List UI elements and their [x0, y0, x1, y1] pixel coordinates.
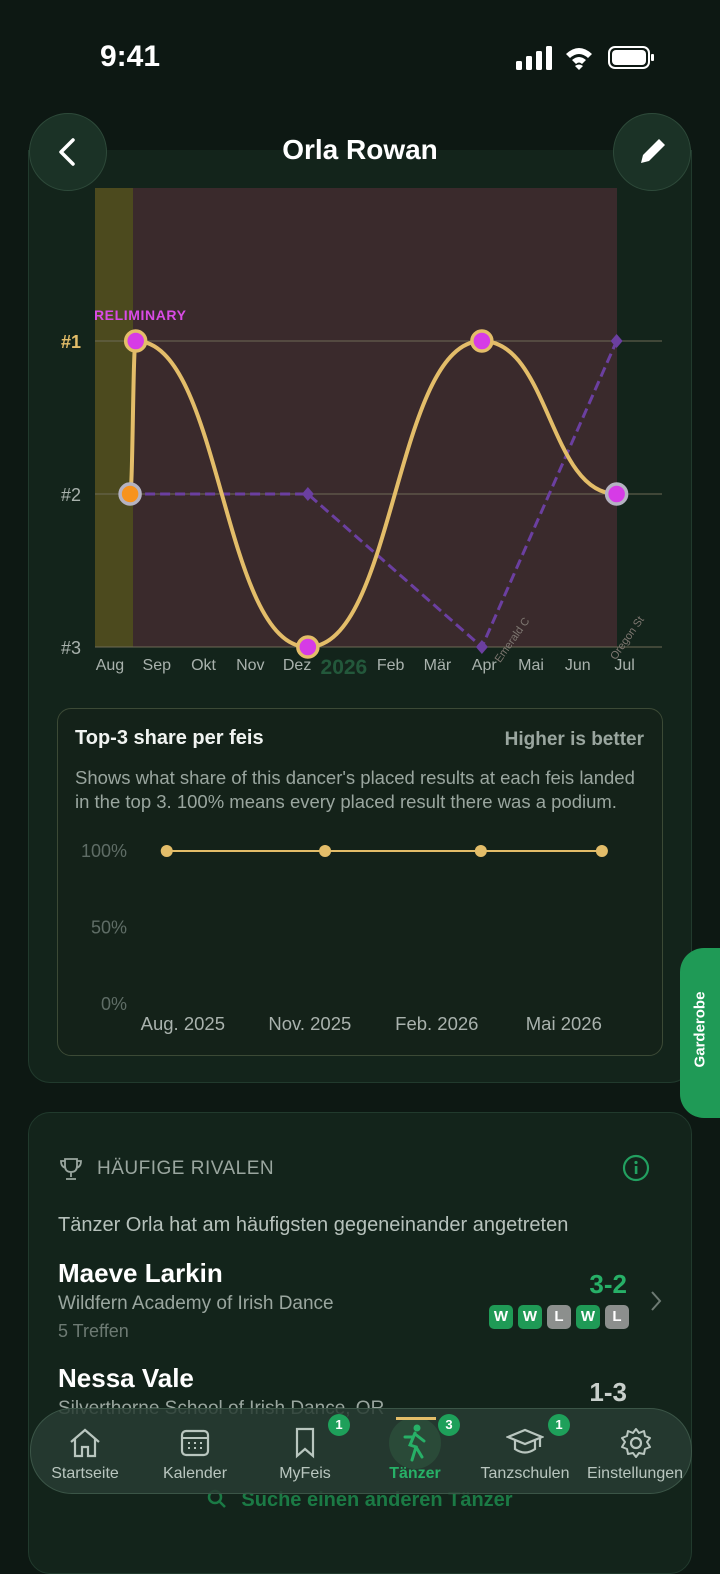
tab-label: Tänzer	[389, 1465, 441, 1482]
chevron	[651, 1291, 662, 1311]
preliminary-zone	[95, 188, 133, 647]
x-tick-label: Dez	[283, 657, 311, 674]
tab[interactable]: Startseite	[30, 1409, 140, 1493]
result-chip: L	[547, 1305, 571, 1329]
tab-icon	[506, 1428, 544, 1454]
status-icons	[516, 46, 654, 70]
rival-name[interactable]: Maeve Larkin	[58, 1258, 223, 1288]
series-point	[475, 640, 488, 654]
x-tick-label: Feb	[377, 657, 405, 674]
tab-badge: 3	[438, 1414, 460, 1436]
series-point	[470, 329, 494, 353]
rival-school: Wildfern Academy of Irish Dance	[58, 1293, 334, 1314]
y-tick-label: 50%	[91, 918, 127, 938]
rivals-title: HÄUFIGE RIVALEN	[97, 1158, 275, 1179]
header-title: Orla Rowan	[282, 134, 438, 165]
x-tick-label: Jul	[614, 657, 634, 674]
x-tick-label: Mär	[424, 657, 452, 674]
tab[interactable]: Einstellungen	[580, 1409, 690, 1493]
plot-area	[95, 188, 617, 647]
tab-icon	[295, 1427, 315, 1459]
series-line	[130, 340, 618, 650]
x-tick-label: Aug	[96, 657, 124, 674]
info-icon[interactable]	[621, 1153, 651, 1183]
tab-active-bar	[396, 1417, 436, 1420]
y-tick-label: #1	[61, 332, 81, 352]
result-chip: W	[576, 1305, 600, 1329]
back-button[interactable]	[29, 113, 107, 191]
edit-button[interactable]	[613, 113, 691, 191]
plot-clip: PRELIMINARY	[84, 307, 187, 323]
tab[interactable]: 1 MyFeis	[250, 1409, 360, 1493]
tab[interactable]: 3 Tänzer	[360, 1409, 470, 1493]
series-point	[319, 845, 332, 857]
series-point	[118, 482, 142, 506]
tab-label: Startseite	[51, 1465, 119, 1482]
card-description: Shows what share of this dancer's placed…	[75, 767, 635, 812]
tab-bar: Startseite Kalender 1 MyFeis 3 Tänzer 1 …	[30, 1408, 692, 1494]
edit-icon	[641, 139, 665, 163]
x-tick-label: Okt	[191, 657, 216, 674]
preliminary-label: PRELIMINARY	[84, 307, 187, 323]
side-tab-label: Garderobe	[691, 991, 709, 1068]
y-tick-label: #3	[61, 638, 81, 658]
rival-record: 1-3	[589, 1377, 627, 1407]
x-tick-label: Mai	[518, 657, 544, 674]
tab-label: Kalender	[162, 1465, 228, 1482]
series-point	[474, 845, 487, 857]
y-tick-label: 100%	[81, 841, 127, 861]
x-tick-label: Apr	[472, 657, 498, 674]
x-tick-label: Feb. 2026	[395, 1013, 478, 1034]
series-point	[595, 845, 608, 857]
tab-badge: 1	[328, 1414, 350, 1436]
series-point	[301, 487, 314, 501]
search-rival[interactable]: Suche einen anderen Tänzer	[29, 1489, 691, 1512]
rivals-subtitle: Tänzer Orla hat am häufigsten gegeneinan…	[58, 1214, 569, 1236]
tab-icon	[621, 1428, 651, 1458]
x-tick-label: Sep	[143, 657, 172, 674]
series-point	[123, 329, 148, 353]
tab-icon	[70, 1428, 100, 1458]
rival-meetings: 5 Treffen	[58, 1321, 129, 1341]
y-tick-label: #2	[61, 485, 81, 505]
series-point	[604, 482, 629, 506]
result-chip: W	[489, 1305, 513, 1329]
card-title: Top-3 share per feis	[75, 727, 264, 749]
tab-label: MyFeis	[279, 1465, 331, 1482]
tab-icon	[180, 1429, 210, 1457]
x-tick-label: Nov	[236, 657, 264, 674]
series-point	[610, 334, 623, 348]
x-tick-label: Aug. 2025	[141, 1013, 225, 1034]
year-label: 2026	[321, 656, 368, 679]
x-tick-label: Jun	[565, 657, 591, 674]
charts: #1 #2 #3 Aug Sep Okt Nov Dez Feb Mär Apr Mai Jun Jul 2…	[61, 188, 662, 1034]
trophy-icon	[60, 1158, 82, 1180]
tab-icon	[403, 1424, 426, 1462]
tab[interactable]: 1 Tanzschulen	[470, 1409, 580, 1493]
side-tab[interactable]: Garderobe	[680, 948, 720, 1118]
status-time: 9:41	[100, 40, 161, 73]
x-tick-label: Mai 2026	[526, 1013, 602, 1034]
rival-name[interactable]: Nessa Vale	[58, 1363, 194, 1393]
tab-badge: 1	[548, 1414, 570, 1436]
rival-record: 3-2	[589, 1269, 627, 1299]
top3-card	[57, 708, 663, 1056]
result-chip: W	[518, 1305, 542, 1329]
x-tick-label: Nov. 2025	[268, 1013, 351, 1034]
back-icon	[59, 138, 75, 166]
y-tick-label: 0%	[101, 994, 127, 1014]
tab[interactable]: Kalender	[140, 1409, 250, 1493]
search-label: Suche einen anderen Tänzer	[241, 1489, 513, 1511]
series-point	[160, 845, 173, 857]
rivals-card: HÄUFIGE RIVALEN Tänzer Orla hat am häufi…	[28, 1112, 692, 1574]
series-point	[296, 635, 320, 659]
card-note: Higher is better	[504, 729, 644, 750]
result-chip: L	[605, 1305, 629, 1329]
tab-label: Einstellungen	[586, 1465, 684, 1482]
tab-label: Tanzschulen	[480, 1465, 570, 1482]
